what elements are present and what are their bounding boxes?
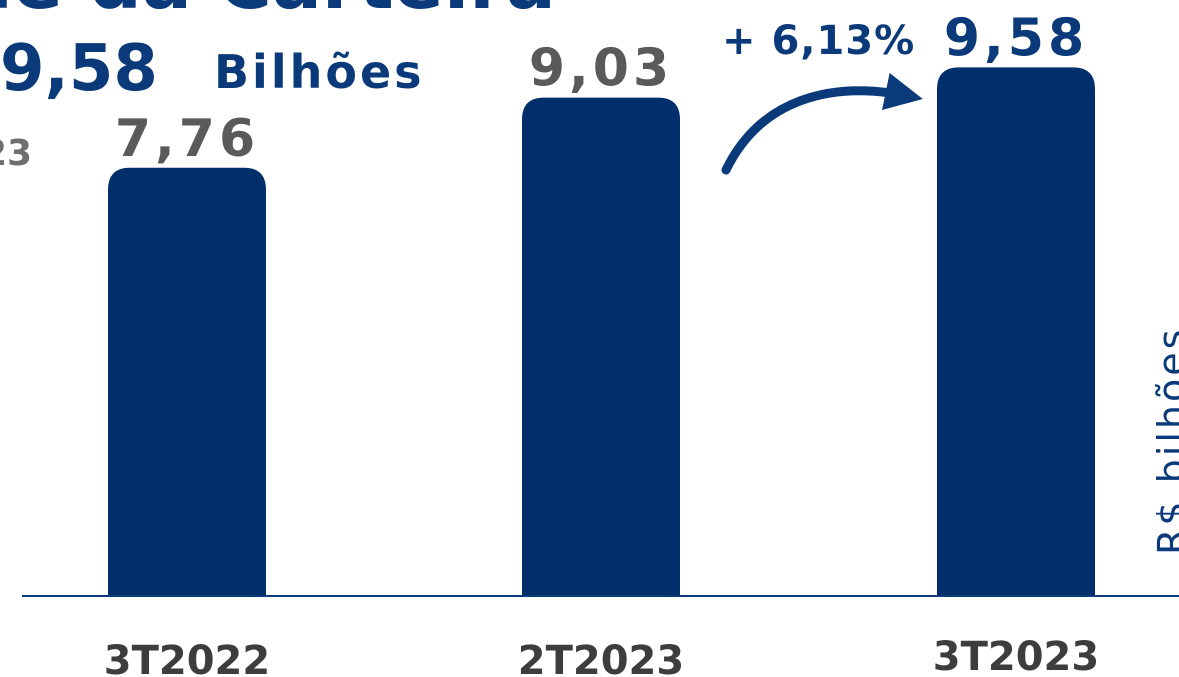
bar-series bbox=[108, 67, 1095, 596]
value-label-3T2023: 9,58 bbox=[944, 8, 1088, 68]
growth-arrow-icon bbox=[721, 72, 923, 175]
page-title: de da Carteira bbox=[0, 0, 556, 26]
bar-2T2023 bbox=[522, 97, 680, 596]
bar-3T2022 bbox=[108, 167, 266, 596]
category-labels: 3T2022 2T2023 3T2023 bbox=[104, 634, 1099, 677]
growth-label: + 6,13% bbox=[722, 18, 915, 64]
total-value: 9,58 bbox=[0, 32, 158, 106]
category-label-2T2023: 2T2023 bbox=[518, 638, 684, 677]
value-label-2T2023: 9,03 bbox=[529, 39, 673, 99]
value-label-3T2022: 7,76 bbox=[115, 109, 259, 169]
category-label-3T2023: 3T2023 bbox=[933, 634, 1099, 677]
bar-3T2023 bbox=[937, 67, 1095, 596]
y-axis-unit-label: R$ bilhões bbox=[1150, 327, 1179, 555]
value-labels: 7,76 9,03 9,58 bbox=[115, 8, 1088, 169]
total-unit: Bilhões bbox=[214, 45, 425, 99]
period-label: 23 bbox=[0, 133, 32, 174]
category-label-3T2022: 3T2022 bbox=[104, 638, 270, 677]
